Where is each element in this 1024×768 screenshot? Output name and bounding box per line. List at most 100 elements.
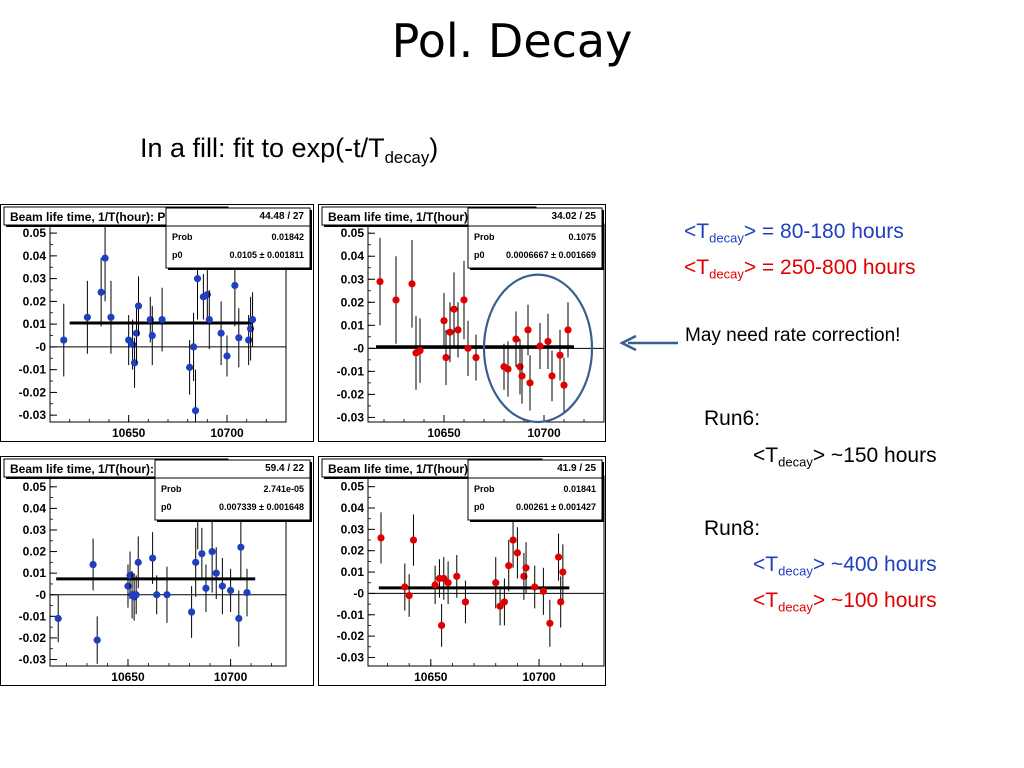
note-value: > ~150 hours <box>812 444 937 467</box>
stats-prob-value: 0.01842 <box>271 232 304 242</box>
plot-title-shadow <box>324 225 538 227</box>
x-tick-label: 10700 <box>527 426 561 440</box>
data-point <box>129 341 137 349</box>
data-point <box>442 353 450 362</box>
stats-chi2: 41.9 / 25 <box>557 463 596 474</box>
data-point <box>505 562 513 570</box>
data-point <box>158 315 166 324</box>
note-t: <T <box>753 553 779 576</box>
plot-title: Beam life time, 1/T(hour): Pol 1 <box>10 210 186 224</box>
data-point <box>438 621 446 630</box>
data-point <box>560 381 568 389</box>
data-point <box>464 344 472 352</box>
data-point <box>524 326 532 334</box>
note-sub: decay <box>709 230 744 246</box>
y-tick-label: -0.01 <box>19 363 47 377</box>
y-tick-label: 0.04 <box>23 249 47 263</box>
y-tick-label: -0 <box>353 586 364 600</box>
plot-title-shadow <box>6 477 230 479</box>
data-point <box>93 636 101 644</box>
data-point <box>202 584 210 592</box>
data-point <box>89 560 97 569</box>
data-point <box>188 608 196 616</box>
data-point <box>130 359 139 367</box>
stats-box <box>165 207 311 269</box>
data-point <box>245 336 253 344</box>
note-value: > ~400 hours <box>812 553 937 576</box>
plot-pol1-blue: -0.03 -0.02 -0.01 -0 0.01 0.02 0.03 0.04 0.05 106… <box>0 204 314 442</box>
y-tick-label: -0 <box>35 588 46 602</box>
y-tick-label: 0.02 <box>23 294 47 308</box>
y-tick-label: -0 <box>35 340 46 354</box>
y-tick-label: 0.05 <box>341 226 365 240</box>
data-point <box>509 536 517 544</box>
data-point <box>500 598 509 606</box>
data-point <box>97 288 105 296</box>
data-point <box>440 317 448 325</box>
y-tick-label: 0.03 <box>341 522 365 536</box>
data-point <box>101 254 109 262</box>
data-point <box>60 336 68 344</box>
stats-p0-label: p0 <box>474 250 485 260</box>
data-point <box>492 579 500 587</box>
y-tick-label: -0.01 <box>337 608 365 622</box>
data-point <box>559 568 567 576</box>
stats-p0-value: 0.0006667 ± 0.001669 <box>506 250 596 260</box>
stats-p0-value: 0.0105 ± 0.001811 <box>229 250 304 260</box>
run6-value: <Tdecay> ~150 hours <box>753 444 937 470</box>
data-point <box>431 581 439 589</box>
data-point <box>408 280 416 288</box>
data-point <box>149 554 157 562</box>
plot-title: Beam life time, 1/T(hour): Pol 2 <box>328 462 504 476</box>
y-tick-label: 0.01 <box>23 317 47 331</box>
plot-title: Beam life time, 1/T(hour): Pol 2 <box>10 462 186 476</box>
y-tick-label: 0.02 <box>23 545 47 559</box>
data-point <box>205 315 213 324</box>
note-t: <T <box>684 256 710 279</box>
data-point <box>247 325 255 333</box>
data-point <box>134 302 143 310</box>
data-point <box>163 591 171 599</box>
data-point <box>231 281 239 290</box>
note-t: <T <box>753 589 779 612</box>
subtitle-close: ) <box>429 133 439 163</box>
x-tick-label: 10650 <box>414 670 448 684</box>
data-point <box>153 591 161 599</box>
note-value: > = 80-180 hours <box>743 220 904 243</box>
data-point <box>134 558 142 566</box>
note-sub: decay <box>778 599 813 615</box>
data-point <box>212 569 220 577</box>
x-tick-label: 10700 <box>522 670 556 684</box>
data-point <box>203 290 211 299</box>
data-point <box>416 347 424 355</box>
data-point <box>526 379 534 387</box>
slide-title: Pol. Decay <box>391 14 633 68</box>
stats-chi2: 59.4 / 22 <box>265 463 304 474</box>
stats-chi2: 34.02 / 25 <box>552 211 597 222</box>
data-point <box>472 353 480 362</box>
note-t: <T <box>684 220 710 243</box>
y-tick-label: -0.01 <box>19 609 47 623</box>
y-tick-label: -0 <box>353 341 364 355</box>
subtitle-subscript: decay <box>384 147 430 167</box>
data-point <box>401 583 409 591</box>
data-point <box>208 547 216 556</box>
stats-box <box>467 459 603 521</box>
run8-value-red: <Tdecay> ~100 hours <box>753 589 937 615</box>
slide-subtitle: In a fill: fit to exp(-t/Tdecay) <box>140 133 439 167</box>
data-point <box>461 598 470 606</box>
data-point <box>556 351 564 359</box>
data-point <box>146 315 154 324</box>
data-point <box>198 550 206 558</box>
x-tick-label: 10650 <box>112 426 146 440</box>
note-sub: decay <box>778 454 813 470</box>
x-tick-label: 10650 <box>111 670 145 684</box>
y-tick-label: 0.02 <box>341 295 365 309</box>
data-point <box>512 335 520 343</box>
data-point <box>217 329 225 337</box>
y-tick-label: -0.02 <box>337 387 365 401</box>
data-point <box>564 326 572 334</box>
y-tick-label: 0.05 <box>23 226 47 240</box>
stats-prob-value: 0.01841 <box>563 484 596 494</box>
data-point <box>226 586 235 595</box>
